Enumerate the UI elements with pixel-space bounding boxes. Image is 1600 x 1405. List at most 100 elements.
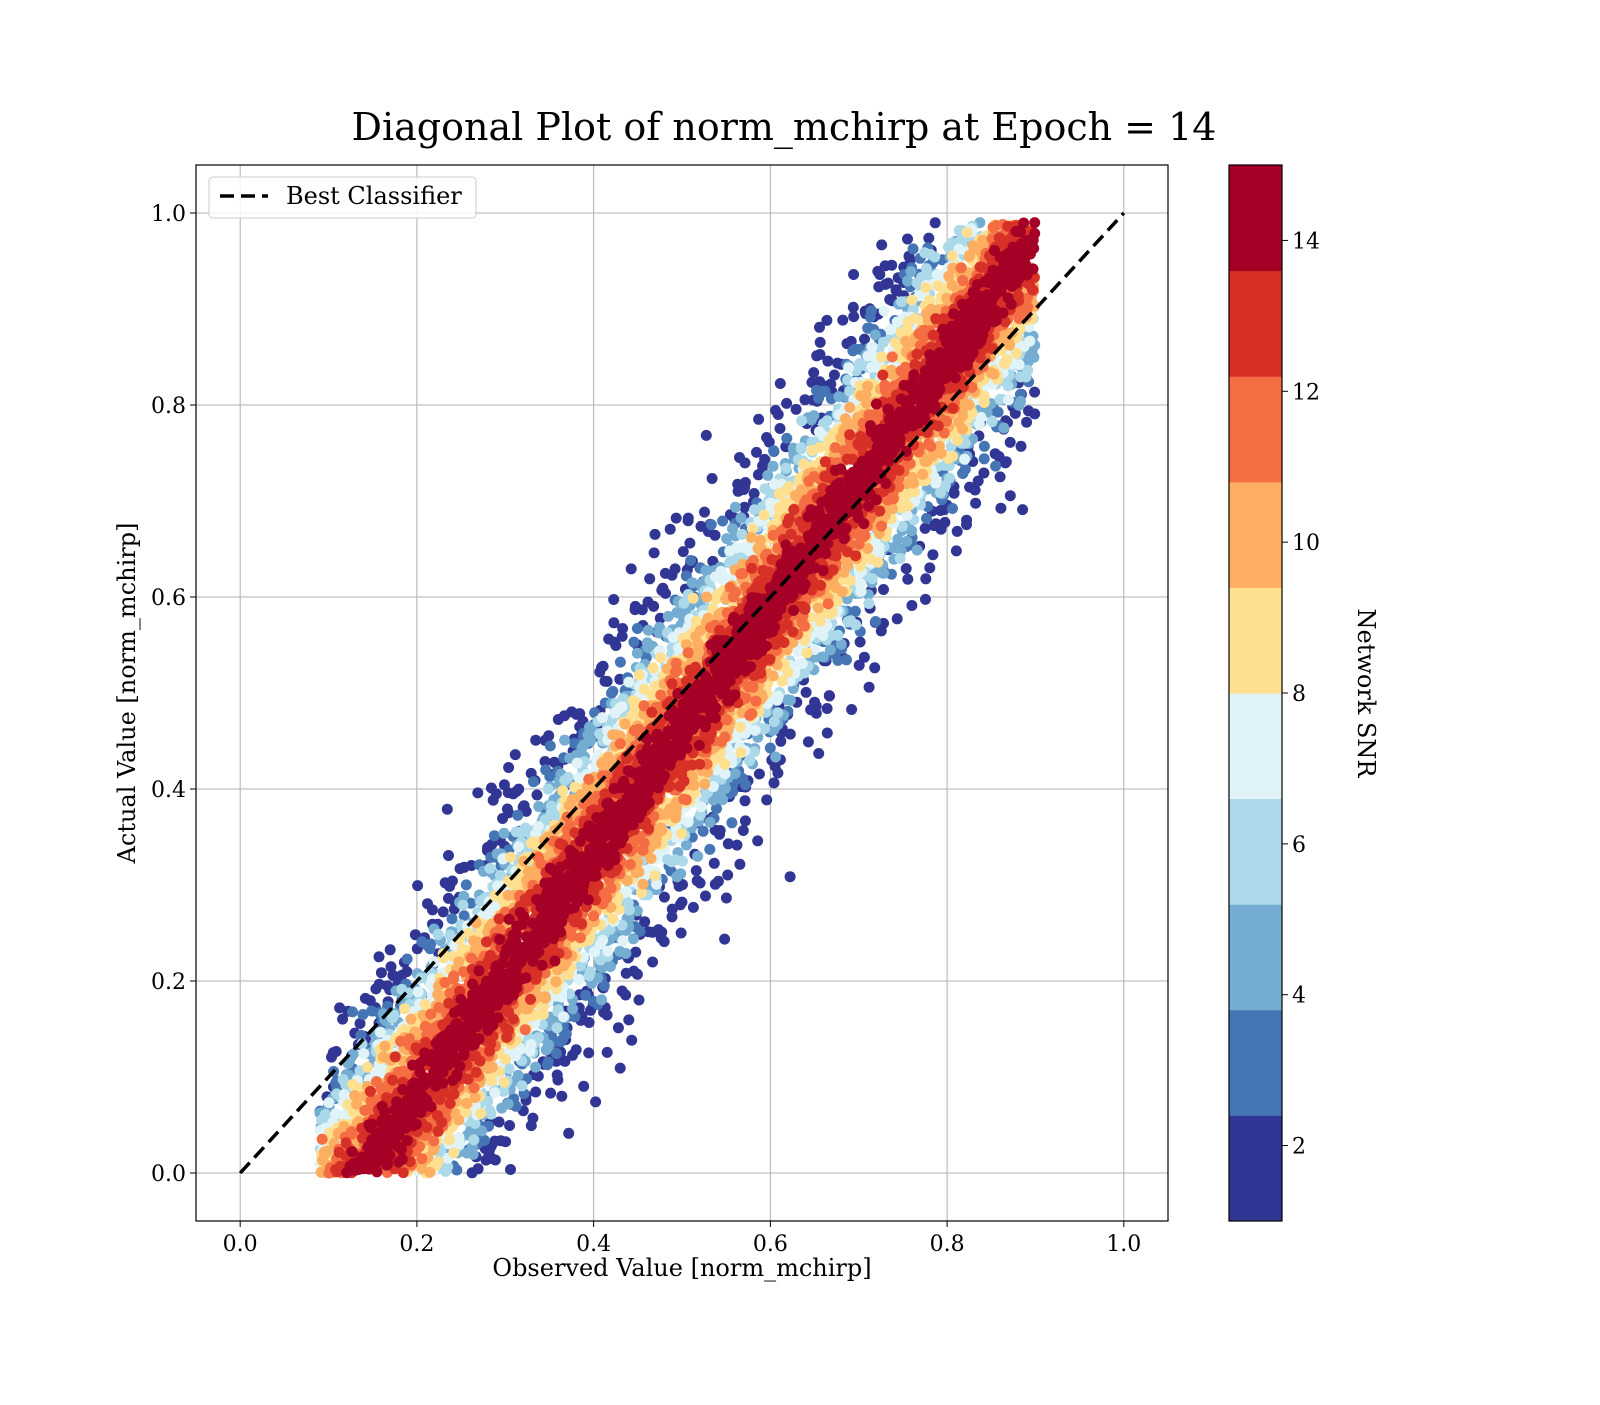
scatter-point xyxy=(692,875,703,886)
scatter-point xyxy=(347,1006,358,1017)
scatter-point xyxy=(704,817,715,828)
scatter-point xyxy=(754,769,765,780)
scatter-point xyxy=(365,995,376,1006)
scatter-point xyxy=(1005,490,1016,501)
scatter-point xyxy=(484,863,495,874)
scatter-point xyxy=(448,971,459,982)
scatter-point xyxy=(845,615,856,626)
scatter-point xyxy=(545,740,556,751)
scatter-point xyxy=(953,417,964,428)
scatter-point xyxy=(957,275,968,286)
scatter-point xyxy=(322,1146,333,1157)
scatter-point xyxy=(323,1097,334,1108)
scatter-point xyxy=(740,795,751,806)
scatter-point xyxy=(655,652,666,663)
scatter-point xyxy=(920,573,931,584)
scatter-point xyxy=(530,1087,541,1098)
scatter-point xyxy=(885,324,896,335)
scatter-point xyxy=(455,863,466,874)
scatter-point xyxy=(543,1057,554,1068)
scatter-point xyxy=(468,1149,479,1160)
scatter-point xyxy=(825,644,836,655)
scatter-point xyxy=(760,483,771,494)
scatter-point xyxy=(513,841,524,852)
scatter-point xyxy=(746,708,757,719)
scatter-point xyxy=(320,1109,331,1120)
scatter-point xyxy=(822,703,833,714)
scatter-point xyxy=(619,719,630,730)
scatter-point xyxy=(927,549,938,560)
chart-title: Diagonal Plot of norm_mchirp at Epoch = … xyxy=(352,105,1217,150)
scatter-point xyxy=(580,990,591,1001)
scatter-point xyxy=(886,260,897,271)
scatter-point xyxy=(458,900,469,911)
scatter-point xyxy=(901,563,912,574)
scatter-point xyxy=(413,987,424,998)
scatter-point xyxy=(908,478,919,489)
scatter-point xyxy=(770,752,781,763)
scatter-point xyxy=(330,1108,341,1119)
scatter-point xyxy=(709,858,720,869)
scatter-point xyxy=(906,600,917,611)
scatter-point xyxy=(737,529,748,540)
points-layer xyxy=(315,217,1041,1178)
scatter-point xyxy=(880,279,891,290)
scatter-point xyxy=(822,415,833,426)
scatter-point xyxy=(650,529,661,540)
scatter-point xyxy=(736,512,747,523)
scatter-point xyxy=(900,336,911,347)
scatter-point xyxy=(357,1009,368,1020)
scatter-point xyxy=(376,967,387,978)
scatter-point xyxy=(796,443,807,454)
scatter-point xyxy=(489,830,500,841)
scatter-point xyxy=(781,398,792,409)
scatter-point xyxy=(374,979,385,990)
scatter-point xyxy=(526,1120,537,1131)
scatter-point xyxy=(879,305,890,316)
scatter-point xyxy=(515,827,526,838)
scatter-point xyxy=(541,1045,552,1056)
scatter-point xyxy=(832,630,843,641)
scatter-point xyxy=(750,725,761,736)
scatter-point xyxy=(617,986,628,997)
scatter-point xyxy=(649,870,660,881)
scatter-point xyxy=(925,304,936,315)
scatter-point xyxy=(659,892,670,903)
scatter-point xyxy=(489,1136,500,1147)
scatter-point xyxy=(448,1147,459,1158)
scatter-point xyxy=(644,573,655,584)
scatter-point xyxy=(920,594,931,605)
scatter-point xyxy=(947,503,958,514)
scatter-point xyxy=(794,658,805,669)
scatter-point xyxy=(848,269,859,280)
scatter-point xyxy=(491,788,502,799)
scatter-point xyxy=(770,405,781,416)
scatter-point xyxy=(902,234,913,245)
scatter-point xyxy=(605,961,616,972)
scatter-point xyxy=(507,878,518,889)
scatter-point xyxy=(876,352,887,363)
scatter-point xyxy=(543,784,554,795)
scatter-point xyxy=(892,613,903,624)
scatter-point xyxy=(769,777,780,788)
scatter-point xyxy=(701,592,712,603)
scatter-point xyxy=(746,532,757,543)
scatter-point xyxy=(659,936,670,947)
scatter-point xyxy=(597,712,608,723)
scatter-point xyxy=(947,251,958,262)
scatter-point xyxy=(727,523,738,534)
scatter-point xyxy=(467,1167,478,1178)
scatter-point xyxy=(433,1156,444,1167)
scatter-point xyxy=(684,538,695,549)
scatter-point xyxy=(585,735,596,746)
scatter-point xyxy=(717,516,728,527)
scatter-point xyxy=(813,603,824,614)
scatter-point xyxy=(639,684,650,695)
scatter-point xyxy=(696,521,707,532)
scatter-point xyxy=(707,473,718,484)
scatter-point xyxy=(545,1088,556,1099)
scatter-point xyxy=(503,807,514,818)
scatter-point xyxy=(517,1080,528,1091)
scatter-point xyxy=(468,935,479,946)
